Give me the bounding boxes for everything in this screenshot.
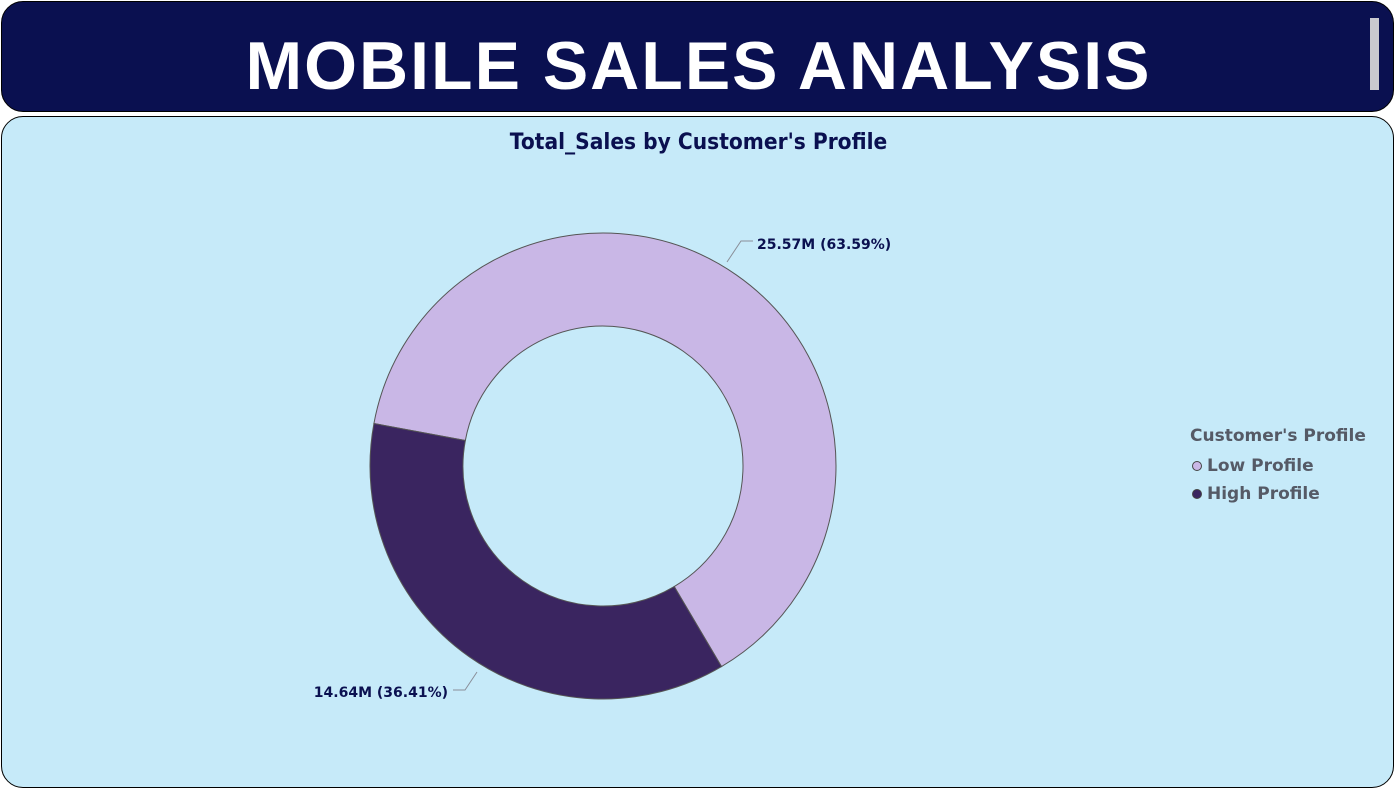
- scrollbar-handle[interactable]: [1370, 18, 1379, 90]
- legend-label-high-profile: High Profile: [1207, 484, 1320, 504]
- page-title: MOBILE SALES ANALYSIS: [245, 28, 1152, 104]
- leader-line-low-profile: [726, 240, 753, 263]
- header-banner: MOBILE SALES ANALYSIS: [1, 1, 1394, 112]
- data-label-low-profile: 25.57M (63.59%): [757, 237, 891, 253]
- data-label-high-profile: 14.64M (36.41%): [314, 685, 448, 701]
- legend-item-high-profile[interactable]: High Profile: [1192, 480, 1366, 508]
- chart-title: Total_Sales by Customer's Profile: [509, 130, 888, 155]
- donut-slice-high-profile[interactable]: [369, 422, 723, 700]
- legend: Customer's Profile Low Profile High Prof…: [1190, 424, 1366, 508]
- legend-label-low-profile: Low Profile: [1207, 456, 1314, 476]
- legend-swatch-high-profile: [1192, 489, 1202, 499]
- legend-swatch-low-profile: [1192, 461, 1202, 471]
- legend-item-low-profile[interactable]: Low Profile: [1192, 452, 1366, 480]
- legend-title: Customer's Profile: [1190, 426, 1366, 446]
- leader-line-high-profile: [453, 671, 478, 691]
- donut-slice-low-profile[interactable]: [373, 232, 837, 668]
